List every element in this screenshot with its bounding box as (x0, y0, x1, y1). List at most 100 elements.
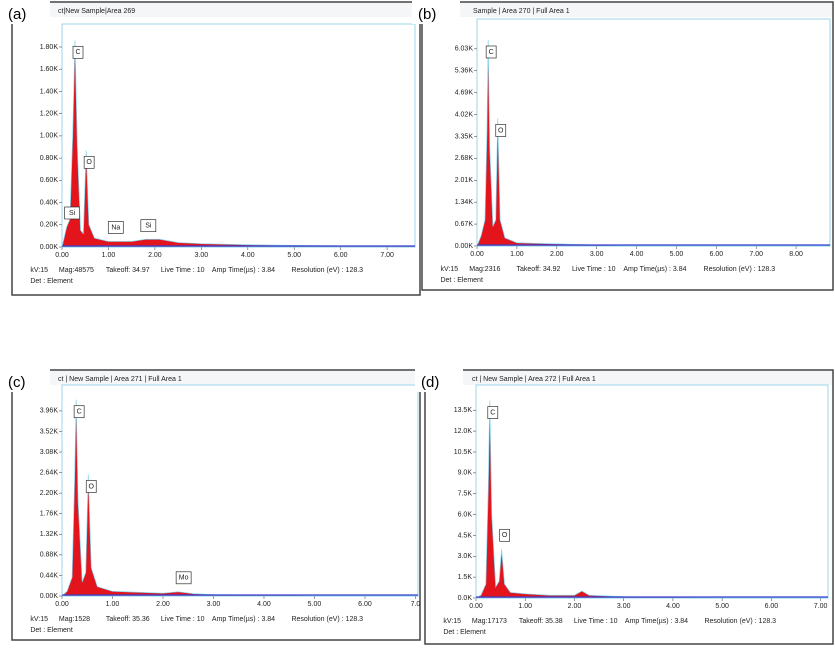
y-tick-label: 13.5K (454, 407, 473, 414)
footer-item: Takeoff: 34.92 (517, 266, 561, 273)
footer-item: kV:15 (443, 618, 461, 625)
y-tick-label: 1.5K (458, 574, 473, 581)
y-tick-label: 0.00K (40, 244, 59, 251)
panel-label: (c) (8, 374, 26, 391)
y-tick-label: 3.96K (40, 408, 59, 415)
x-tick-label: 4.00 (666, 603, 680, 610)
x-tick-label: 4.00 (257, 601, 271, 608)
y-tick-label: 0.80K (40, 155, 59, 162)
x-tick-label: 5.00 (715, 603, 729, 610)
x-tick-label: 3.00 (617, 603, 631, 610)
x-tick-label: 6.00 (710, 251, 724, 258)
panel-label: (d) (421, 374, 439, 391)
x-tick-label: 7.00 (814, 603, 828, 610)
y-tick-label: 0.67K (455, 221, 474, 228)
y-tick-label: 2.68K (455, 155, 474, 162)
x-tick-label: 1.00 (106, 601, 120, 608)
x-tick-label: 3.00 (195, 252, 209, 259)
panel-label-bg (415, 368, 463, 392)
footer-item: Live Time : 10 (161, 616, 205, 623)
y-tick-label: 3.08K (40, 449, 59, 456)
x-tick-label: 0.00 (55, 252, 69, 259)
y-tick-label: 3.52K (40, 428, 59, 435)
plot-area (61, 384, 419, 597)
y-tick-label: 0.0K (458, 595, 473, 602)
element-label-box (85, 480, 97, 493)
panel-header: ct | New Sample | Area 271 | Full Area 1 (58, 376, 182, 383)
y-tick-label: 2.20K (40, 490, 59, 497)
element-label-box (487, 406, 499, 419)
detector: Det : Element (440, 277, 482, 284)
footer-item: Amp Time(µs) : 3.84 (212, 616, 275, 623)
detector: Det : Element (443, 629, 485, 636)
y-tick-label: 1.34K (455, 199, 474, 206)
panel-header: ct|New Sample|Area 269 (58, 8, 135, 15)
x-tick-label: 5.00 (670, 251, 684, 258)
x-tick-label: 6.00 (358, 601, 372, 608)
footer-item: Resolution (eV) : 128.3 (704, 618, 776, 625)
y-tick-label: 0.44K (40, 572, 59, 579)
element-label: O (498, 127, 504, 134)
footer-item: Mag:1528 (59, 616, 90, 623)
x-tick-label: 8.00 (789, 251, 803, 258)
element-label-box (73, 405, 85, 419)
element-label-box (175, 571, 192, 585)
element-label: O (89, 483, 95, 490)
header-bar (13, 3, 419, 17)
x-tick-label: 7.00 (380, 252, 394, 259)
plot-area (61, 23, 416, 248)
element-label: O (86, 159, 92, 166)
y-tick-label: 1.00K (40, 133, 59, 140)
y-tick-label: 12.0K (454, 428, 473, 435)
footer-item: Live Time : 10 (574, 618, 618, 625)
footer-item: Live Time : 10 (572, 266, 616, 273)
element-label-box (499, 528, 510, 542)
element-label: C (490, 409, 495, 416)
x-tick-label: 0.00 (55, 601, 69, 608)
footer-item: Resolution (eV) : 128.3 (291, 267, 363, 274)
y-tick-label: 1.76K (40, 511, 59, 518)
panel-label-bg (412, 0, 460, 24)
header-bar (13, 371, 419, 385)
footer-item: Mag:48575 (59, 267, 94, 274)
footer-item: Takeoff: 35.38 (519, 618, 563, 625)
y-tick-label: 1.40K (40, 88, 59, 95)
footer-item: Amp Time(µs) : 3.84 (623, 266, 686, 273)
x-tick-label: 5.00 (308, 601, 322, 608)
panel-header: Sample | Area 270 | Full Area 1 (473, 8, 570, 15)
element-label: Na (111, 224, 120, 231)
footer-item: kV:15 (30, 616, 48, 623)
footer-item: kV:15 (30, 267, 48, 274)
y-tick-label: 4.02K (455, 111, 474, 118)
x-tick-label: 1.00 (102, 252, 116, 259)
footer-item: Resolution (eV) : 128.3 (704, 266, 776, 273)
x-tick-label: 0.00 (469, 603, 483, 610)
y-tick-label: 3.0K (458, 553, 473, 560)
x-tick-label: 2.00 (550, 251, 564, 258)
y-tick-label: 0.00K (40, 593, 59, 600)
element-label-box (485, 45, 497, 59)
y-tick-label: 6.0K (458, 511, 473, 518)
y-tick-label: 4.69K (455, 89, 474, 96)
y-tick-label: 1.32K (40, 531, 59, 538)
footer-item: Mag:2316 (469, 266, 500, 273)
element-label: C (489, 49, 494, 56)
panel-label-bg (2, 0, 50, 24)
y-tick-label: 0.00K (455, 243, 474, 250)
footer-item: Resolution (eV) : 128.3 (291, 616, 363, 623)
panel-header: ct | New Sample | Area 272 | Full Area 1 (472, 376, 596, 383)
y-tick-label: 1.60K (40, 66, 59, 73)
x-tick-label: 1.00 (510, 251, 524, 258)
y-tick-label: 2.64K (40, 469, 59, 476)
element-label: Si (69, 210, 76, 217)
element-label-box (72, 45, 84, 59)
plot-area (475, 384, 829, 599)
footer-item: Takeoff: 34.97 (106, 267, 150, 274)
element-label: C (75, 49, 80, 56)
x-tick-label: 5.00 (287, 252, 301, 259)
x-tick-label: 7.0 (411, 601, 421, 608)
y-tick-label: 0.60K (40, 177, 59, 184)
x-tick-label: 2.00 (148, 252, 162, 259)
detector: Det : Element (30, 278, 72, 285)
